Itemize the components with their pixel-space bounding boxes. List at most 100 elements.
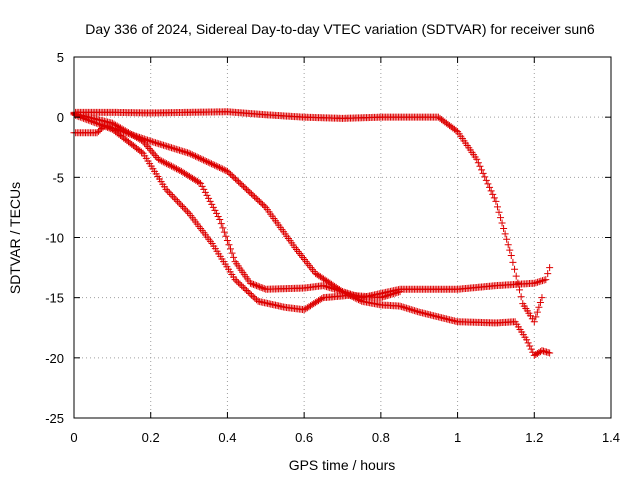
data-point (147, 146, 155, 154)
data-point (180, 204, 188, 212)
data-point (252, 194, 260, 202)
data-point (479, 169, 487, 177)
grid-lines (74, 57, 611, 418)
data-point (331, 285, 339, 293)
data-point (512, 272, 520, 280)
data-point (177, 201, 185, 209)
data-point (255, 197, 263, 205)
data-point (91, 119, 99, 127)
data-point (334, 286, 342, 294)
data-point (539, 277, 547, 285)
data-point (86, 117, 94, 125)
data-point (73, 112, 81, 120)
data-point (156, 156, 164, 164)
data-point (164, 143, 172, 151)
data-point (257, 199, 265, 207)
data-point (174, 197, 182, 205)
data-point (222, 232, 230, 240)
data-point (144, 143, 152, 151)
data-point (99, 122, 107, 130)
data-point (174, 146, 182, 154)
y-tick-label: 0 (57, 110, 64, 125)
data-point (217, 220, 225, 228)
data-point (209, 161, 217, 169)
data-point (497, 214, 505, 222)
data-point (145, 137, 153, 145)
data-point (175, 146, 183, 154)
data-point (172, 196, 180, 204)
data-point (476, 162, 484, 170)
data-point (377, 294, 385, 302)
data-point (169, 144, 177, 152)
data-point (183, 208, 191, 216)
data-point (100, 122, 108, 130)
data-point (544, 270, 552, 278)
data-point (239, 182, 247, 190)
data-point (388, 290, 396, 298)
data-point (385, 291, 393, 299)
data-point (530, 279, 538, 287)
data-point (177, 147, 185, 155)
data-point (231, 276, 239, 284)
data-point (492, 197, 500, 205)
series-satellite-c (70, 110, 554, 359)
data-point (89, 118, 97, 126)
data-point (72, 111, 80, 119)
data-point (484, 180, 492, 188)
data-point (214, 212, 222, 220)
data-point (535, 278, 543, 286)
data-point (209, 203, 217, 211)
data-point (139, 137, 147, 145)
data-point (538, 294, 546, 302)
data-point (478, 166, 486, 174)
data-point (323, 283, 331, 291)
data-point (396, 302, 404, 310)
data-point (540, 276, 548, 284)
data-point (182, 206, 190, 214)
data-point (401, 304, 409, 312)
data-point (152, 139, 160, 147)
data-point (503, 235, 511, 243)
data-point (169, 192, 177, 200)
data-point (481, 173, 489, 181)
data-point (206, 159, 214, 167)
data-point (473, 155, 481, 163)
data-point (207, 160, 215, 168)
data-point (185, 149, 193, 157)
data-point (153, 139, 161, 147)
data-point (206, 197, 214, 205)
y-tick-label: 5 (57, 50, 64, 65)
data-point (158, 141, 166, 149)
data-point (318, 295, 326, 303)
axis-ticks (73, 56, 612, 419)
y-tick-label: -15 (45, 291, 64, 306)
data-point (94, 120, 102, 128)
data-point (248, 280, 256, 288)
data-point (203, 158, 211, 166)
data-point (246, 279, 254, 287)
data-point (220, 228, 228, 236)
data-point (247, 190, 255, 198)
data-point (214, 163, 222, 171)
data-point (404, 305, 412, 313)
x-axis-label: GPS time / hours (289, 457, 396, 473)
data-point (534, 278, 542, 286)
data-point (332, 286, 340, 294)
data-point (219, 165, 227, 173)
data-point (537, 277, 545, 285)
data-point (236, 280, 244, 288)
data-point (182, 148, 190, 156)
data-point (234, 279, 242, 287)
data-point (487, 187, 495, 195)
data-point (507, 252, 515, 260)
data-point (163, 160, 171, 168)
data-point (201, 157, 209, 165)
data-point (546, 264, 554, 272)
data-point (198, 155, 206, 163)
data-point (399, 303, 407, 311)
data-point (409, 306, 417, 314)
data-point (244, 187, 252, 195)
data-point (195, 154, 203, 162)
data-point (81, 115, 89, 123)
